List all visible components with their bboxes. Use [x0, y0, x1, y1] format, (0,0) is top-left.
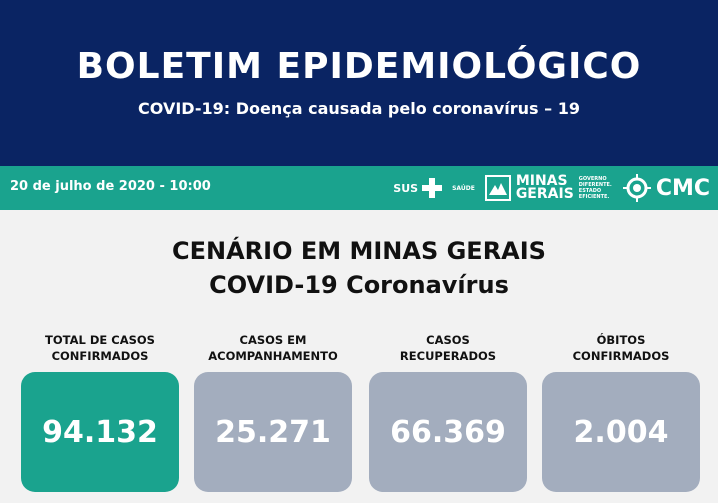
cmc-text: CMC [655, 175, 710, 201]
mg-tag-3: ESTADO [578, 188, 602, 194]
page-subtitle: COVID-19: Doença causada pelo coronavíru… [138, 99, 580, 118]
scenario-line1: CENÁRIO EM MINAS GERAIS [172, 237, 546, 265]
mountain-icon [484, 175, 511, 201]
label-line2: ACOMPANHAMENTO [208, 349, 338, 363]
mg-tag-2: DIFERENTE. [578, 182, 612, 188]
sus-logo-text: SUS [393, 181, 419, 195]
label-line2: CONFIRMADOS [572, 349, 670, 363]
label-line1: TOTAL DE CASOS [45, 333, 155, 347]
mg-tag-4: EFICIENTE. [578, 194, 610, 200]
info-band: 20 de julho de 2020 - 10:00 SUS SAÚDE MI… [0, 166, 718, 210]
scenario-heading: CENÁRIO EM MINAS GERAIS COVID-19 Coronav… [0, 234, 718, 302]
stat-label-monitoring: CASOS EM ACOMPANHAMENTO [193, 328, 353, 368]
stat-label-confirmed: TOTAL DE CASOS CONFIRMADOS [20, 328, 180, 368]
stat-card-monitoring: 25.271 [194, 372, 352, 492]
scenario-line2: COVID-19 Coronavírus [209, 271, 509, 299]
minas-gerais-logo: MINAS GERAIS GOVERNO DIFERENTE. ESTADO E… [484, 173, 612, 202]
stat-card-confirmed: 94.132 [21, 372, 179, 492]
cmc-logo: CMC [622, 173, 710, 203]
saude-label: SAÚDE [452, 184, 475, 192]
label-line1: CASOS EM [239, 333, 307, 347]
label-line2: CONFIRMADOS [51, 349, 149, 363]
label-line1: ÓBITOS [596, 333, 646, 347]
sus-logo: SUS [393, 178, 443, 198]
stat-label-recovered: CASOS RECUPERADOS [368, 328, 528, 368]
mg-tag-1: GOVERNO [578, 176, 607, 182]
date-label: 20 de julho de 2020 - 10:00 [10, 179, 211, 194]
logo-strip: SUS SAÚDE MINAS GERAIS GOVERNO DIFERENTE… [393, 166, 710, 210]
plus-icon [422, 178, 443, 198]
virus-icon [622, 174, 651, 202]
stat-card-deaths: 2.004 [542, 372, 700, 492]
stat-card-recovered: 66.369 [369, 372, 527, 492]
mg-line2: GERAIS [515, 186, 574, 202]
label-line2: RECUPERADOS [399, 349, 497, 363]
page-title: BOLETIM EPIDEMIOLÓGICO [76, 46, 642, 87]
label-line1: CASOS [426, 333, 470, 347]
main-panel: CENÁRIO EM MINAS GERAIS COVID-19 Coronav… [0, 210, 718, 503]
stat-label-deaths: ÓBITOS CONFIRMADOS [541, 328, 701, 368]
mg-line1: MINAS [515, 173, 568, 189]
header-banner: BOLETIM EPIDEMIOLÓGICO COVID-19: Doença … [0, 0, 718, 166]
